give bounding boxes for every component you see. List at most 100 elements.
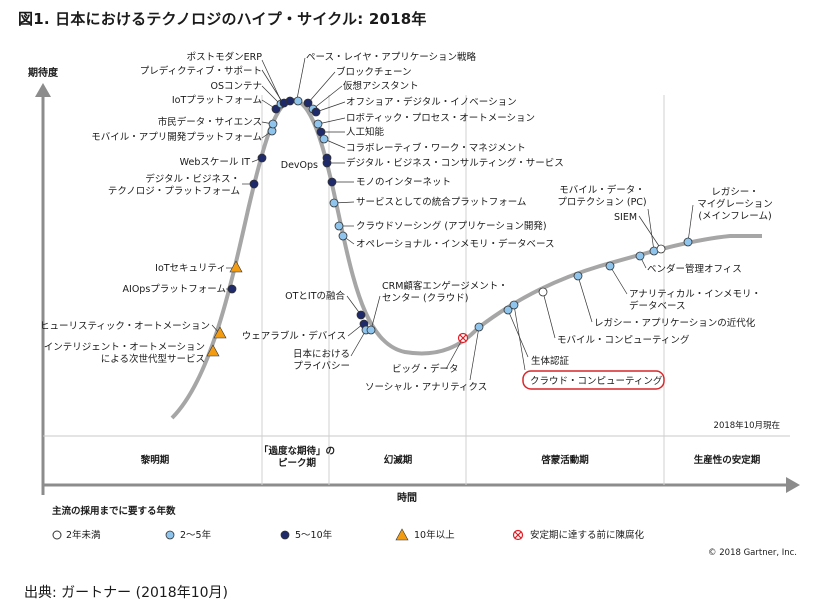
tech-label-iot: モノのインターネット	[356, 177, 451, 188]
figure-title: 図1. 日本におけるテクノロジのハイプ・サイクル: 2018年	[18, 10, 427, 28]
phase-label-2: 幻滅期	[384, 454, 413, 466]
tech-marker-22	[329, 198, 339, 208]
tech-marker-16	[313, 119, 323, 129]
tech-label-os-container: OSコンテナ	[210, 81, 262, 92]
tech-label-japan-privacy: 日本におけるプライバシー	[293, 348, 350, 372]
tech-marker-39	[683, 237, 693, 247]
legend: 主流の採用までに要する年数 2年未満 2～5年 5～10年 10年以上 安定期に…	[52, 505, 645, 541]
tech-marker-35	[605, 261, 615, 271]
tech-label-ai: 人工知能	[346, 126, 385, 138]
tech-label-mobile-app-dev: モバイル・アプリ開発プラットフォーム	[91, 131, 262, 143]
tech-label-aiops: AIOpsプラットフォーム	[123, 284, 226, 295]
y-axis-title: 期待度	[28, 66, 59, 79]
source-caption: 出典: ガートナー (2018年10月)	[24, 585, 228, 601]
tech-marker-4	[249, 179, 259, 189]
tech-label-offshore-digital: オフショア・デジタル・イノベーション	[346, 96, 517, 108]
legend-marker-5to10	[280, 530, 290, 540]
tech-label-crowdsourcing: クラウドソーシング (アプリケーション開発)	[356, 220, 547, 232]
tech-label-blockchain: ブロックチェーン	[336, 66, 412, 78]
tech-label-operational-imdb: オペレーショナル・インメモリ・データベース	[356, 238, 555, 250]
tech-label-intelligent-automation: インテリジェント・オートメーションによる次世代型サービス	[44, 342, 205, 365]
tech-label-iot-platform: IoTプラットフォーム	[172, 95, 262, 106]
tech-label-legacy-migration: レガシー・マイグレーション(メインフレーム)	[697, 187, 773, 222]
tech-marker-34	[573, 271, 583, 281]
tech-label-citizen-data-science: 市民データ・サイエンス	[158, 116, 262, 128]
tech-marker-3	[206, 344, 220, 357]
tech-label-predictive-support: プレディクティブ・サポート	[140, 65, 262, 77]
tech-label-pace-layer: ペース・レイヤ・アプリケーション戦略	[306, 51, 477, 63]
tech-marker-30	[474, 322, 484, 332]
legend-marker-2to5	[165, 530, 175, 540]
tech-label-crm-cloud: CRM顧客エンゲージメント・センター (クラウド)	[382, 280, 508, 304]
tech-label-cloud-computing: クラウド・コンピューティング	[530, 375, 663, 387]
tech-label-rpa: ロボティック・プロセス・オートメーション	[346, 113, 535, 124]
tech-marker-18	[319, 134, 329, 144]
leader-lines	[207, 57, 694, 381]
technology-labels: ポストモダンERP プレディクティブ・サポート OSコンテナ IoTプラットフォ…	[40, 51, 773, 393]
tech-marker-33	[538, 287, 548, 297]
tech-marker-29	[457, 332, 469, 344]
legend-label-lt2: 2年未満	[66, 529, 101, 541]
legend-label-obsolete: 安定期に達する前に陳腐化	[530, 529, 645, 541]
legend-label-5to10: 5～10年	[295, 529, 333, 541]
tech-label-devops: DevOps	[281, 160, 318, 171]
tech-marker-7	[268, 119, 278, 129]
tech-label-digital-biz-consulting: デジタル・ビジネス・コンサルティング・サービス	[346, 157, 564, 169]
tech-marker-24	[338, 231, 348, 241]
tech-marker-31	[503, 305, 513, 315]
tech-marker-0	[229, 260, 243, 273]
tech-marker-11	[285, 96, 295, 106]
hype-curve	[170, 97, 762, 420]
tech-label-vendor-management: ベンダー管理オフィス	[647, 263, 742, 275]
phase-labels: 黎明期 「過度な期待」のピーク期 幻滅期 啓蒙活動期 生産性の安定期	[140, 445, 761, 469]
tech-label-social-analytics: ソーシャル・アナリティクス	[365, 382, 487, 393]
tech-marker-28	[366, 325, 376, 335]
x-axis-arrowhead	[786, 477, 800, 493]
tech-label-heuristic-automation: ヒューリスティック・オートメーション	[40, 321, 210, 332]
tech-label-ipaas: サービスとしての統合プラットフォーム	[356, 196, 526, 208]
tech-label-webscale-it: Webスケール IT	[180, 157, 251, 168]
legend-label-2to5: 2～5年	[180, 529, 212, 541]
tech-marker-1	[227, 284, 237, 294]
legend-marker-obsolete	[512, 529, 524, 541]
tech-marker-2	[213, 326, 227, 339]
tech-marker-15	[311, 107, 321, 117]
y-axis-arrowhead	[35, 83, 51, 97]
hype-cycle-chart: 期待度 時間 2018年10月現在 黎明期 「過度な期待」のピーク期 幻滅期 啓…	[28, 51, 800, 558]
phase-label-1: 「過度な期待」のピーク期	[259, 445, 335, 469]
tech-marker-25	[356, 310, 366, 320]
phase-label-4: 生産性の安定期	[694, 454, 761, 466]
tech-label-siem: SIEM	[614, 212, 637, 223]
legend-marker-gt10	[395, 528, 409, 541]
tech-label-analytical-imdb: アナリティカル・インメモリ・データベース	[629, 289, 761, 312]
tech-marker-36	[635, 251, 645, 261]
tech-marker-13	[303, 98, 313, 108]
tech-marker-23	[334, 221, 344, 231]
tech-marker-38	[656, 244, 666, 254]
technology-markers	[206, 96, 693, 357]
tech-marker-20	[322, 158, 332, 168]
legend-title: 主流の採用までに要する年数	[52, 505, 176, 517]
tech-label-biometrics: 生体認証	[531, 355, 570, 367]
tech-label-collaborative-work: コラボレーティブ・ワーク・マネジメント	[346, 142, 526, 154]
x-axis-title: 時間	[397, 491, 417, 504]
tech-marker-12	[293, 96, 303, 106]
tech-label-big-data: ビッグ・データ	[392, 363, 459, 375]
tech-label-mobile-data-protection: モバイル・データ・プロテクション (PC)	[557, 184, 646, 208]
axes	[35, 83, 800, 495]
highlight-box	[522, 370, 665, 390]
tech-label-digital-biz-tech-platform: デジタル・ビジネス・テクノロジ・プラットフォーム	[108, 173, 240, 197]
date-note: 2018年10月現在	[714, 420, 780, 431]
phase-label-3: 啓蒙活動期	[541, 454, 589, 466]
tech-label-mobile-computing: モバイル・コンピューティング	[557, 334, 690, 346]
tech-label-wearables: ウェアラブル・デバイス	[242, 330, 346, 342]
tech-label-ot-it: OTとITの融合	[285, 290, 345, 302]
phase-label-0: 黎明期	[140, 454, 170, 466]
tech-label-iot-security: IoTセキュリティ	[155, 263, 226, 274]
legend-marker-lt2	[52, 530, 62, 540]
tech-label-legacy-app-modernization: レガシー・アプリケーションの近代化	[594, 317, 756, 329]
tech-marker-32	[509, 300, 519, 310]
legend-label-gt10: 10年以上	[414, 529, 455, 541]
tech-label-virtual-assistant: 仮想アシスタント	[343, 80, 419, 92]
tech-marker-5	[257, 153, 267, 163]
